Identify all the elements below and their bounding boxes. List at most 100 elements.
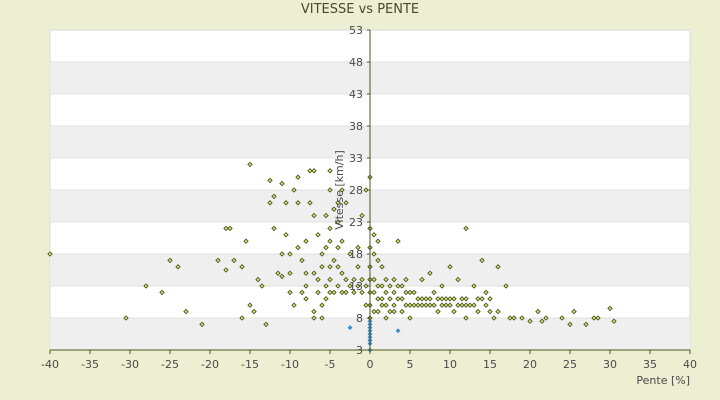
y-tick-label: 8 — [356, 312, 363, 325]
data-point — [295, 200, 301, 206]
data-point — [463, 315, 469, 321]
data-point — [487, 296, 493, 302]
data-point — [319, 264, 325, 270]
data-point — [283, 232, 289, 238]
data-point — [435, 308, 441, 315]
data-point — [343, 289, 349, 296]
data-point — [455, 302, 461, 308]
data-point — [359, 212, 365, 219]
data-point — [227, 225, 233, 232]
data-points — [47, 161, 617, 353]
data-point — [595, 315, 601, 321]
data-point — [239, 264, 245, 270]
x-tick-label: 5 — [407, 358, 414, 371]
data-point — [167, 257, 173, 264]
data-point — [123, 315, 129, 321]
x-tick-label: -35 — [81, 358, 99, 371]
data-point — [359, 276, 365, 283]
data-point — [463, 296, 469, 302]
data-point — [495, 308, 501, 315]
data-point — [315, 232, 321, 238]
data-point — [559, 315, 565, 321]
data-point — [323, 296, 329, 302]
data-point — [471, 283, 477, 289]
data-point — [375, 308, 381, 315]
y-tick-label: 53 — [349, 24, 363, 37]
data-point — [223, 267, 229, 273]
y-tick-label: 28 — [349, 184, 363, 197]
data-point — [591, 315, 597, 321]
data-point — [311, 315, 317, 321]
data-point — [459, 296, 465, 302]
data-point — [467, 302, 473, 308]
data-point — [443, 296, 449, 302]
data-point — [463, 225, 469, 232]
y-axis-label: Vitesse [km/h] — [333, 150, 346, 230]
data-point — [387, 283, 393, 289]
data-point — [419, 296, 425, 302]
data-point — [399, 283, 405, 289]
data-point — [403, 276, 409, 283]
data-point — [419, 276, 425, 283]
data-point — [439, 283, 445, 289]
x-tick-label: 10 — [443, 358, 457, 371]
data-point — [183, 308, 189, 315]
data-point — [395, 283, 401, 289]
data-point — [339, 270, 345, 276]
data-point — [411, 302, 417, 308]
data-point — [399, 308, 405, 315]
data-point — [503, 283, 509, 289]
data-point — [291, 187, 297, 193]
data-point — [371, 276, 377, 283]
data-point — [463, 302, 469, 308]
x-tick-label: -5 — [325, 358, 336, 371]
x-tick-label: -15 — [241, 358, 259, 371]
data-point — [271, 225, 277, 232]
data-point — [255, 276, 261, 283]
data-point — [259, 283, 265, 289]
data-point — [327, 276, 333, 283]
data-point — [351, 276, 357, 283]
data-point — [355, 244, 361, 251]
data-point — [379, 283, 385, 289]
data-point — [451, 308, 457, 315]
data-point — [295, 174, 301, 180]
data-point — [407, 302, 413, 308]
data-point — [299, 289, 305, 296]
data-point — [519, 315, 525, 321]
data-point — [391, 302, 397, 308]
data-point — [359, 289, 365, 296]
data-point — [375, 238, 381, 244]
data-point — [363, 187, 369, 193]
data-point — [339, 289, 345, 296]
data-point — [407, 289, 413, 296]
data-point — [483, 302, 489, 308]
data-point — [567, 321, 573, 328]
data-point — [279, 180, 285, 187]
data-point — [303, 296, 309, 302]
data-point — [403, 302, 409, 308]
data-point — [311, 308, 317, 315]
x-tick-label: 0 — [367, 358, 374, 371]
data-point — [611, 318, 617, 324]
data-point — [435, 296, 441, 302]
data-point — [267, 177, 273, 184]
x-tick-label: 40 — [683, 358, 697, 371]
data-point — [327, 238, 333, 244]
data-point-alt — [347, 325, 353, 331]
data-point — [223, 225, 229, 232]
data-point — [383, 289, 389, 296]
data-point — [383, 302, 389, 308]
y-tick-label: 43 — [349, 88, 363, 101]
data-point — [391, 276, 397, 283]
data-point — [411, 289, 417, 296]
x-tick-labels: -40 -35 -30 -25 -20 -15 -10 -5 0 5 10 15 20 25 30 35 40 — [41, 358, 697, 371]
data-point — [327, 225, 333, 232]
x-tick-label: 25 — [563, 358, 577, 371]
data-point — [339, 238, 345, 244]
data-point — [507, 315, 513, 321]
data-point — [471, 302, 477, 308]
data-point — [303, 283, 309, 289]
data-point — [427, 302, 433, 308]
